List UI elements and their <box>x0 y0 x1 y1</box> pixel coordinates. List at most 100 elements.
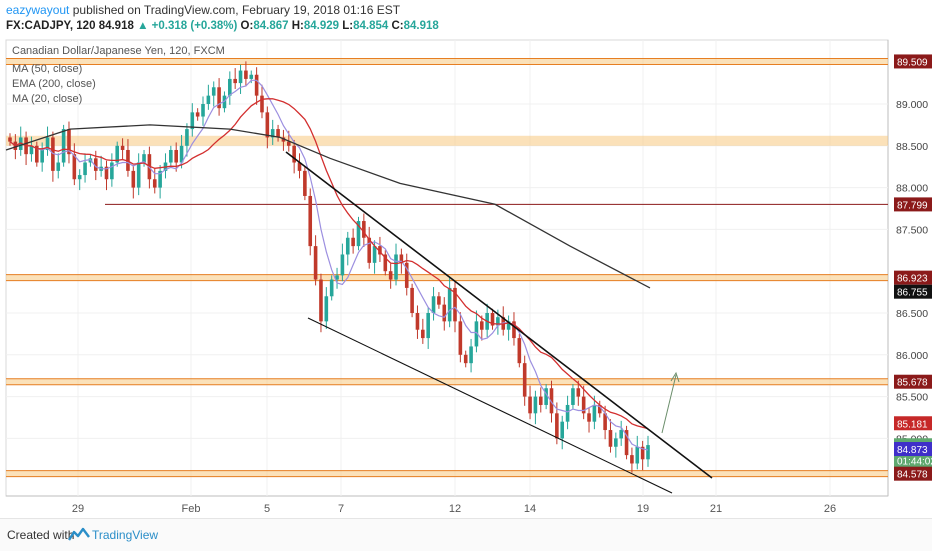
candle-body[interactable] <box>115 145 120 163</box>
candle-body[interactable] <box>152 179 157 188</box>
legend-entry[interactable]: Canadian Dollar/Japanese Yen, 120, FXCM <box>12 45 225 57</box>
candle-body[interactable] <box>555 413 559 439</box>
candle-body[interactable] <box>319 279 323 322</box>
candle-body[interactable] <box>463 354 468 364</box>
candle-body[interactable] <box>431 296 436 313</box>
candle-body[interactable] <box>544 388 548 405</box>
candle-body[interactable] <box>179 145 184 163</box>
candle-body[interactable] <box>83 162 87 176</box>
candle-body[interactable] <box>233 78 237 84</box>
candle-body[interactable] <box>399 254 404 263</box>
candle-body[interactable] <box>244 70 248 79</box>
candle-body[interactable] <box>453 287 457 322</box>
candle-body[interactable] <box>29 145 34 155</box>
trendline-lower[interactable] <box>307 317 673 494</box>
candle-body[interactable] <box>40 149 44 163</box>
candle-body[interactable] <box>276 129 280 138</box>
candle-body[interactable] <box>303 170 307 196</box>
candle-body[interactable] <box>228 78 232 96</box>
candle-body[interactable] <box>93 158 98 171</box>
candle-body[interactable] <box>185 129 189 146</box>
candle-body[interactable] <box>8 137 12 142</box>
candle-body[interactable] <box>249 74 254 79</box>
candle-body[interactable] <box>45 137 50 150</box>
candle-body[interactable] <box>270 129 275 138</box>
ma20-line[interactable] <box>9 79 649 451</box>
candle-body[interactable] <box>549 388 554 414</box>
candle-body[interactable] <box>286 141 291 146</box>
candle-body[interactable] <box>169 149 173 163</box>
candle-body[interactable] <box>571 388 575 405</box>
candle-body[interactable] <box>351 237 355 247</box>
candle-body[interactable] <box>614 438 618 447</box>
candle-body[interactable] <box>635 446 640 464</box>
candle-body[interactable] <box>538 396 543 405</box>
candle-body[interactable] <box>265 112 270 138</box>
candle-body[interactable] <box>211 87 216 96</box>
candle-body[interactable] <box>533 396 538 414</box>
candle-body[interactable] <box>35 145 39 163</box>
candle-body[interactable] <box>131 170 136 188</box>
candle-body[interactable] <box>619 430 623 439</box>
legend-entry[interactable]: MA (50, close) <box>12 63 82 75</box>
candle-body[interactable] <box>367 237 372 263</box>
candle-body[interactable] <box>195 112 200 117</box>
candle-body[interactable] <box>474 321 479 347</box>
candle-body[interactable] <box>77 175 82 180</box>
candle-body[interactable] <box>238 70 243 84</box>
candle-body[interactable] <box>597 404 602 414</box>
candle-body[interactable] <box>512 321 516 339</box>
candle-body[interactable] <box>640 446 645 460</box>
candle-body[interactable] <box>206 95 211 104</box>
trendline-upper[interactable] <box>285 151 713 479</box>
candle-body[interactable] <box>201 104 205 117</box>
ma50-line[interactable] <box>9 98 649 430</box>
candle-body[interactable] <box>437 296 441 305</box>
support-resistance-zone[interactable] <box>6 274 888 281</box>
candle-body[interactable] <box>394 254 398 280</box>
candle-body[interactable] <box>190 112 195 130</box>
candle-body[interactable] <box>388 271 393 280</box>
candle-body[interactable] <box>442 304 447 322</box>
candle-body[interactable] <box>496 317 500 326</box>
candle-body[interactable] <box>383 254 388 272</box>
candle-body[interactable] <box>260 95 264 113</box>
candle-body[interactable] <box>324 296 329 322</box>
candle-body[interactable] <box>297 162 302 171</box>
resistance-band[interactable] <box>6 135 888 146</box>
candle-body[interactable] <box>340 254 345 276</box>
legend-entry[interactable]: MA (20, close) <box>12 93 82 105</box>
candle-body[interactable] <box>72 154 77 180</box>
candle-body[interactable] <box>136 162 141 188</box>
candle-body[interactable] <box>308 195 313 247</box>
candle-body[interactable] <box>158 170 162 188</box>
candle-body[interactable] <box>292 145 296 163</box>
candle-body[interactable] <box>528 396 532 414</box>
candle-body[interactable] <box>404 262 409 288</box>
candle-body[interactable] <box>254 74 259 96</box>
candle-body[interactable] <box>447 287 452 322</box>
candle-body[interactable] <box>517 338 522 364</box>
candle-body[interactable] <box>421 329 425 339</box>
candle-body[interactable] <box>142 154 146 163</box>
candle-body[interactable] <box>362 221 366 238</box>
candle-body[interactable] <box>479 321 484 330</box>
support-resistance-zone[interactable] <box>6 470 888 477</box>
candle-body[interactable] <box>624 430 629 456</box>
author-link[interactable]: eazywayout <box>6 3 70 17</box>
candle-body[interactable] <box>469 346 473 364</box>
candle-body[interactable] <box>630 455 634 464</box>
candle-body[interactable] <box>104 166 109 180</box>
candle-body[interactable] <box>51 137 55 171</box>
candle-body[interactable] <box>426 313 430 339</box>
candle-body[interactable] <box>356 221 361 247</box>
candle-body[interactable] <box>592 404 597 422</box>
candle-body[interactable] <box>56 162 61 171</box>
candle-body[interactable] <box>608 430 613 447</box>
candle-body[interactable] <box>67 129 71 155</box>
candle-body[interactable] <box>329 279 334 297</box>
support-resistance-zone[interactable] <box>6 58 888 65</box>
candle-body[interactable] <box>603 413 607 431</box>
